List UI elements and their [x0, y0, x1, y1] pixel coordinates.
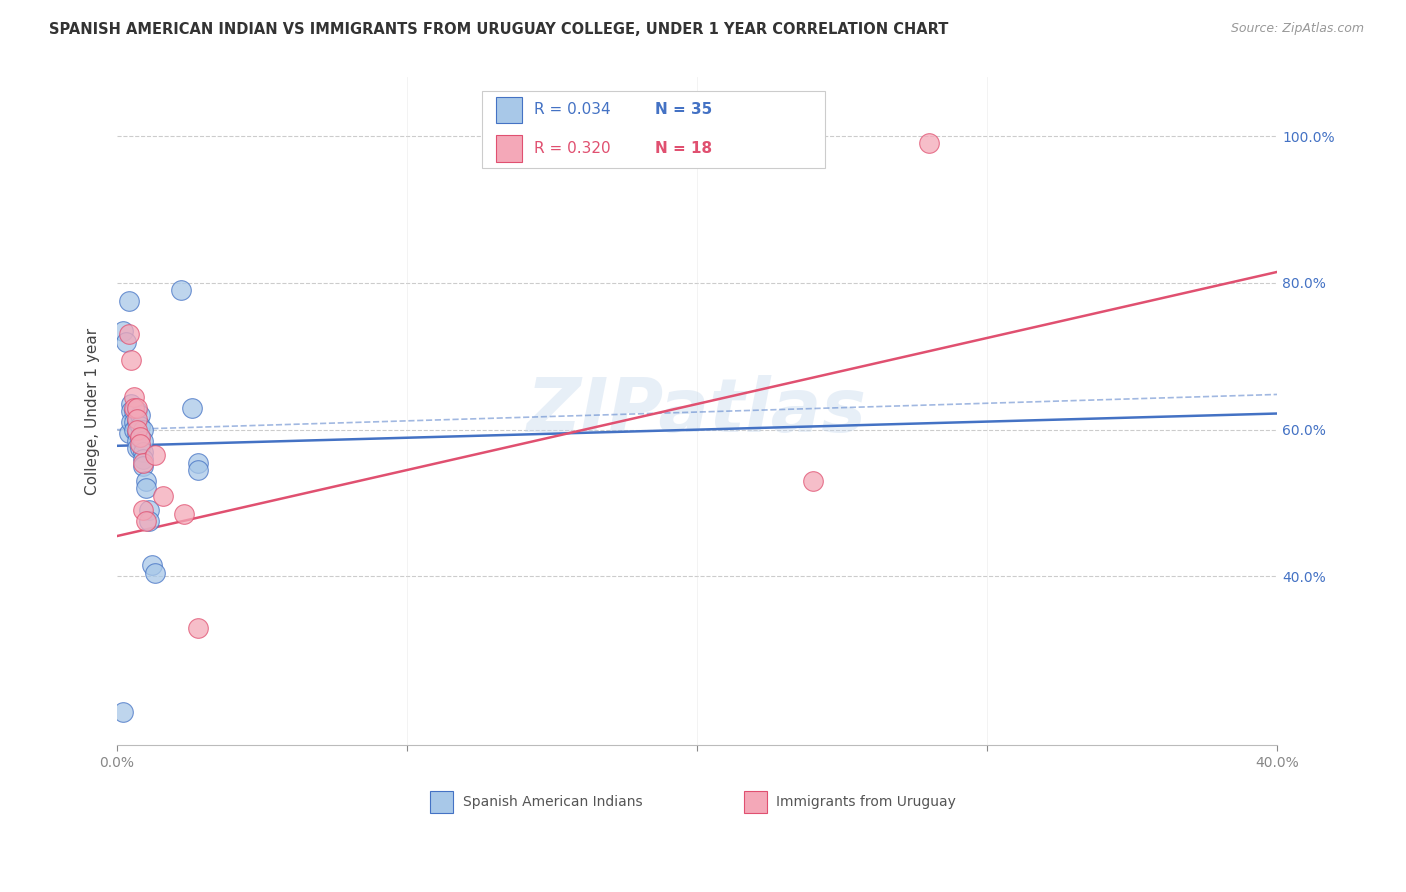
- Point: [918, 136, 941, 151]
- Point: [141, 558, 163, 573]
- Point: [138, 515, 160, 529]
- Bar: [430, 791, 454, 813]
- Point: [143, 566, 166, 580]
- Point: [129, 430, 152, 444]
- Text: Immigrants from Uruguay: Immigrants from Uruguay: [776, 795, 956, 809]
- Point: [129, 441, 152, 455]
- Point: [129, 437, 152, 451]
- Text: SPANISH AMERICAN INDIAN VS IMMIGRANTS FROM URUGUAY COLLEGE, UNDER 1 YEAR CORRELA: SPANISH AMERICAN INDIAN VS IMMIGRANTS FR…: [49, 22, 949, 37]
- Point: [132, 423, 155, 437]
- Point: [132, 456, 155, 470]
- Point: [132, 434, 155, 448]
- Point: [187, 456, 209, 470]
- Bar: [744, 791, 766, 813]
- Point: [124, 390, 146, 404]
- Point: [117, 426, 139, 441]
- Point: [127, 404, 149, 418]
- Point: [132, 452, 155, 467]
- Point: [127, 441, 149, 455]
- Point: [117, 294, 139, 309]
- Point: [135, 474, 157, 488]
- Text: R = 0.034: R = 0.034: [533, 103, 610, 118]
- Text: N = 18: N = 18: [655, 141, 713, 156]
- Point: [127, 426, 149, 441]
- Point: [124, 415, 146, 429]
- Point: [129, 430, 152, 444]
- Bar: [496, 135, 522, 161]
- Point: [181, 401, 204, 415]
- Text: ZIPatlas: ZIPatlas: [527, 375, 868, 448]
- Text: N = 35: N = 35: [655, 103, 713, 118]
- Point: [121, 415, 143, 429]
- Point: [121, 353, 143, 368]
- Point: [143, 448, 166, 462]
- Point: [114, 334, 136, 349]
- Point: [124, 423, 146, 437]
- Point: [173, 507, 195, 521]
- Bar: [496, 96, 522, 123]
- FancyBboxPatch shape: [482, 91, 825, 168]
- Point: [187, 621, 209, 635]
- Point: [152, 489, 174, 503]
- Point: [170, 283, 193, 297]
- Point: [121, 397, 143, 411]
- Point: [801, 474, 824, 488]
- Point: [127, 423, 149, 437]
- Text: Source: ZipAtlas.com: Source: ZipAtlas.com: [1230, 22, 1364, 36]
- Text: Spanish American Indians: Spanish American Indians: [463, 795, 643, 809]
- Point: [111, 324, 134, 338]
- Point: [124, 404, 146, 418]
- Point: [135, 515, 157, 529]
- Point: [127, 434, 149, 448]
- Point: [117, 327, 139, 342]
- Point: [111, 705, 134, 719]
- Point: [121, 404, 143, 418]
- Text: R = 0.320: R = 0.320: [533, 141, 610, 156]
- Point: [132, 444, 155, 458]
- Y-axis label: College, Under 1 year: College, Under 1 year: [86, 327, 100, 495]
- Point: [127, 411, 149, 425]
- Point: [187, 463, 209, 477]
- Point: [132, 503, 155, 517]
- Point: [135, 481, 157, 495]
- Point: [132, 459, 155, 474]
- Point: [129, 408, 152, 422]
- Point: [129, 419, 152, 434]
- Point: [127, 401, 149, 415]
- Point: [124, 401, 146, 415]
- Point: [127, 415, 149, 429]
- Point: [138, 503, 160, 517]
